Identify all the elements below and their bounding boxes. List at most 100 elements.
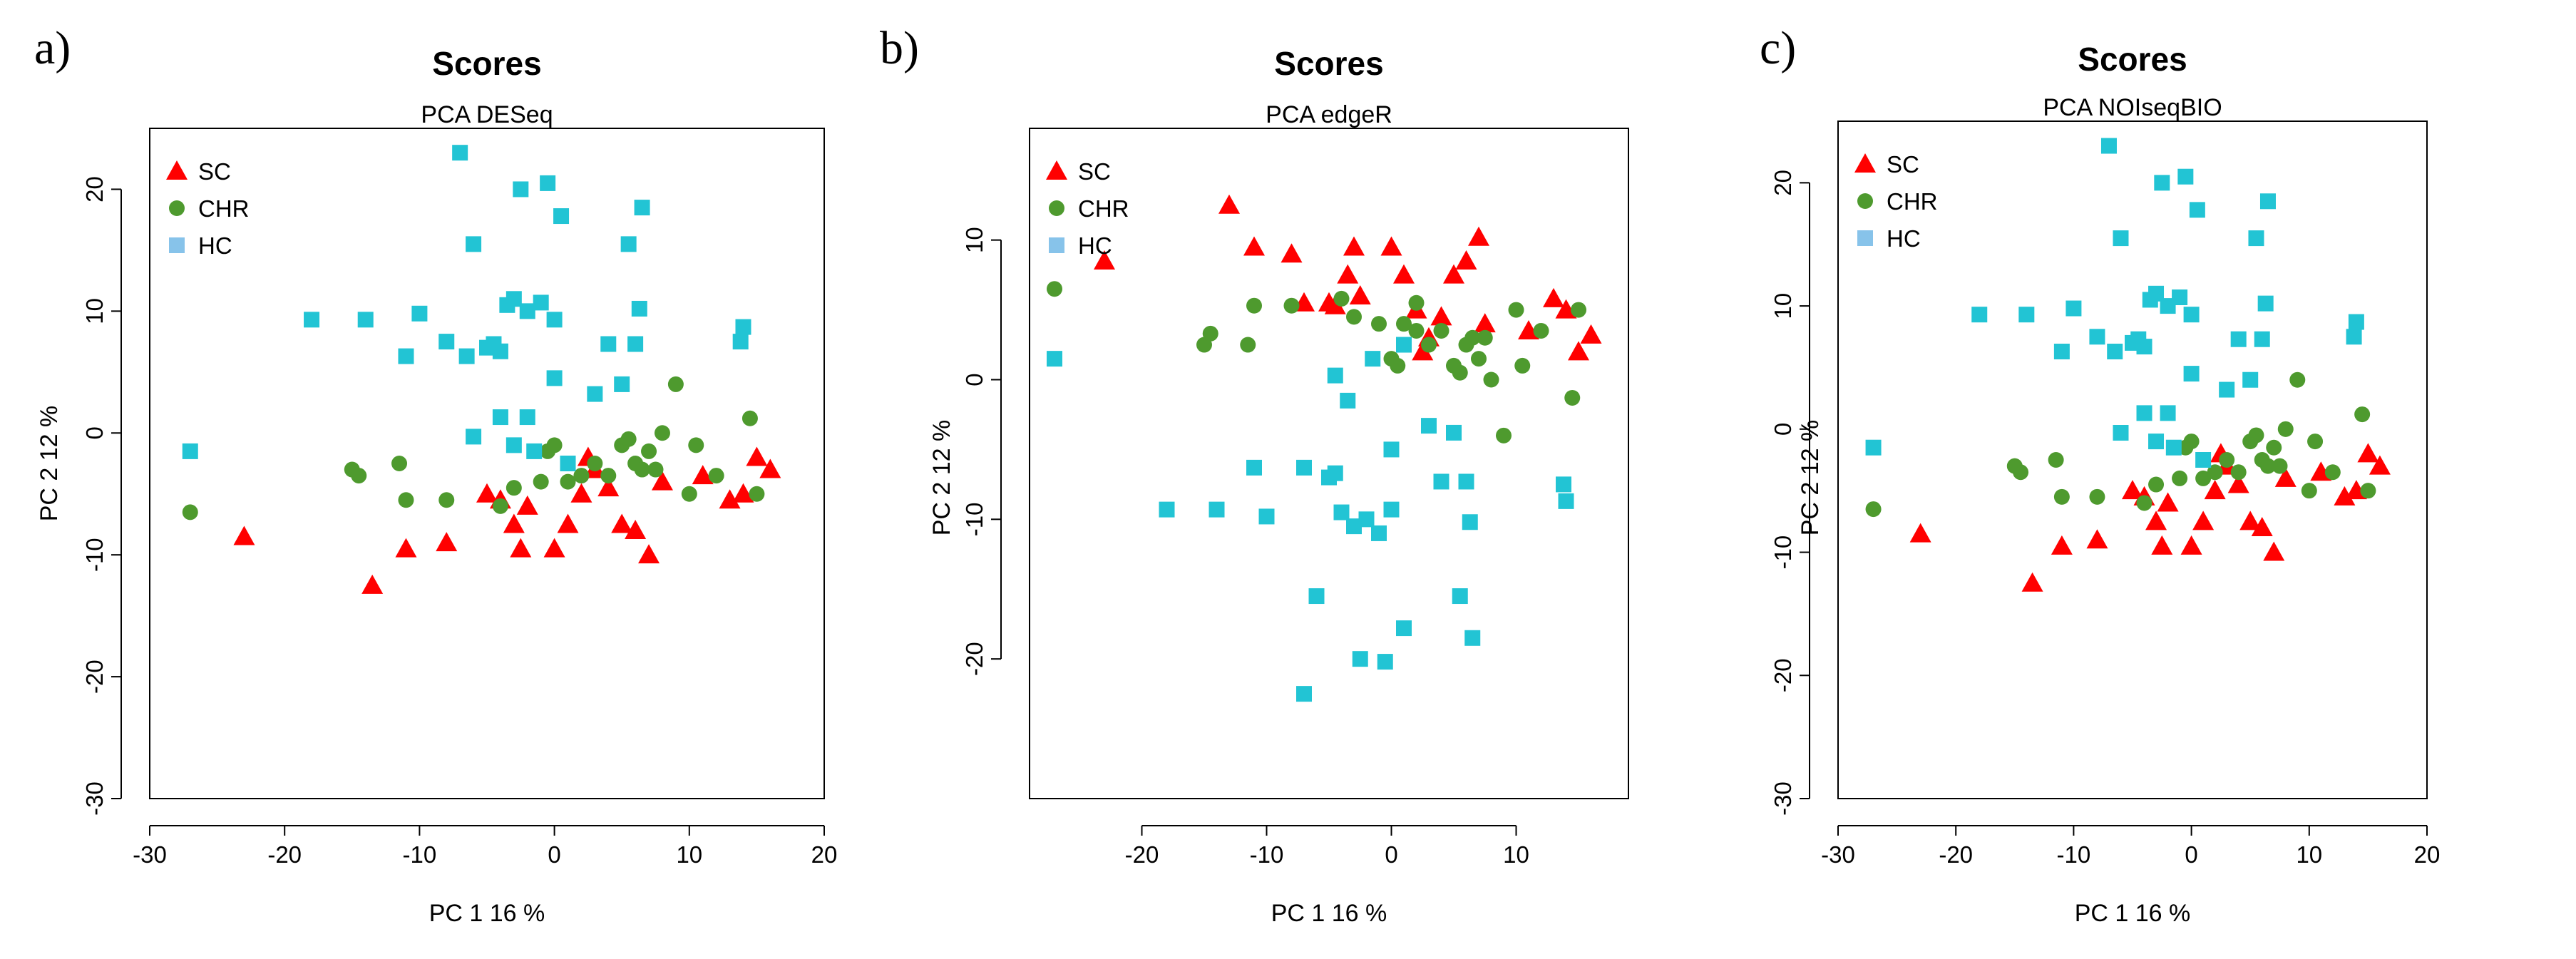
plot-frame	[1837, 120, 2428, 799]
point-sc	[1349, 285, 1371, 304]
point-chr	[1571, 302, 1586, 318]
point-chr	[506, 480, 522, 496]
y-tick-label: 0	[961, 373, 987, 386]
point-hc	[2219, 381, 2235, 398]
point-sc	[1468, 226, 1489, 246]
point-sc	[476, 483, 498, 503]
point-chr	[2301, 483, 2317, 499]
point-chr	[1396, 316, 1412, 332]
point-sc	[1474, 313, 1496, 333]
point-sc	[719, 489, 741, 509]
chart-title: Scores	[2078, 41, 2187, 78]
legend-label-chr: CHR	[1887, 188, 1938, 215]
point-hc	[2160, 405, 2176, 421]
point-hc	[600, 336, 617, 352]
point-hc	[1047, 351, 1062, 367]
point-chr	[1047, 281, 1062, 297]
point-chr	[620, 431, 637, 447]
point-hc	[2165, 439, 2182, 456]
point-sc	[2239, 511, 2262, 530]
point-chr	[573, 468, 590, 484]
y-tick-label: 20	[81, 176, 108, 202]
point-chr	[2089, 488, 2105, 505]
point-hc	[533, 294, 549, 311]
point-hc	[735, 319, 751, 335]
point-hc	[1246, 459, 1262, 476]
point-sc	[2122, 480, 2143, 500]
scatter-plot: -30 -20 -10 0 10 20 -30 -20 -10 0 10 20 SC CHR HC	[1770, 120, 2440, 868]
point-hc	[2259, 193, 2276, 210]
point-sc	[746, 446, 768, 466]
point-chr	[2219, 452, 2235, 468]
point-sc	[2204, 480, 2226, 500]
legend-label-sc: SC	[198, 158, 231, 185]
point-chr	[2259, 458, 2276, 474]
point-chr	[391, 456, 408, 471]
point-hc	[546, 370, 563, 386]
point-chr	[546, 437, 563, 453]
x-tick-label: -20	[1125, 841, 1159, 868]
legend-marker-hc	[1857, 230, 1873, 246]
point-hc	[304, 312, 320, 328]
point-hc	[560, 456, 576, 471]
point-sc	[2357, 443, 2379, 463]
point-sc	[1455, 250, 1477, 270]
point-hc	[466, 429, 482, 445]
legend-marker-sc	[1046, 160, 1067, 180]
point-chr	[492, 498, 508, 514]
legend-marker-sc	[166, 160, 188, 180]
point-hc	[526, 443, 543, 459]
point-hc	[2242, 371, 2259, 388]
point-hc	[1258, 508, 1275, 525]
point-hc	[2195, 452, 2212, 468]
point-hc	[2136, 405, 2152, 421]
point-hc	[2177, 168, 2194, 185]
point-chr	[1408, 322, 1425, 339]
point-hc	[2183, 366, 2200, 382]
y-tick-label: -10	[81, 538, 108, 572]
point-hc	[1396, 337, 1412, 353]
point-chr	[641, 443, 657, 459]
point-chr	[2172, 470, 2188, 486]
point-hc	[2113, 425, 2129, 441]
point-sc	[597, 477, 620, 497]
point-sc	[1909, 523, 1931, 543]
point-hc	[1159, 501, 1175, 518]
point-chr	[1283, 297, 1300, 314]
point-chr	[647, 461, 664, 478]
point-chr	[2272, 458, 2288, 474]
point-chr	[2183, 434, 2200, 450]
point-sc	[2274, 467, 2297, 487]
point-chr	[1452, 364, 1468, 381]
y-tick-label: -10	[1770, 535, 1796, 570]
legend-label-hc: HC	[198, 232, 232, 259]
point-sc	[233, 525, 255, 545]
point-hc	[2066, 300, 2082, 317]
point-chr	[749, 486, 765, 502]
point-hc	[1558, 493, 1574, 509]
chart-subtitle: PCA edgeR	[1266, 101, 1392, 128]
point-chr	[1464, 329, 1481, 346]
point-sc	[1430, 306, 1452, 326]
point-hc	[1296, 459, 1312, 476]
point-hc	[1396, 620, 1412, 637]
point-chr	[2248, 427, 2264, 443]
scatter-plot: -30 -20 -10 0 10 20 -30 -20 -10 0 10 20 SC CHR HC	[81, 128, 837, 868]
point-hc	[620, 236, 637, 252]
point-sc	[2263, 541, 2285, 561]
point-chr	[1533, 322, 1549, 339]
point-hc	[492, 409, 508, 426]
x-tick-label: -30	[133, 841, 167, 868]
point-hc	[1433, 473, 1449, 490]
point-sc	[1393, 264, 1415, 284]
point-hc	[1327, 465, 1343, 481]
x-tick-label: 0	[1385, 841, 1397, 868]
x-tick-label: -10	[2057, 841, 2091, 868]
legend-label-sc: SC	[1887, 151, 1919, 178]
point-chr	[2195, 470, 2212, 486]
point-hc	[2136, 339, 2152, 355]
point-hc	[1365, 351, 1381, 367]
x-tick-label: 0	[548, 841, 560, 868]
point-sc	[361, 574, 384, 594]
point-chr	[1202, 325, 1218, 342]
